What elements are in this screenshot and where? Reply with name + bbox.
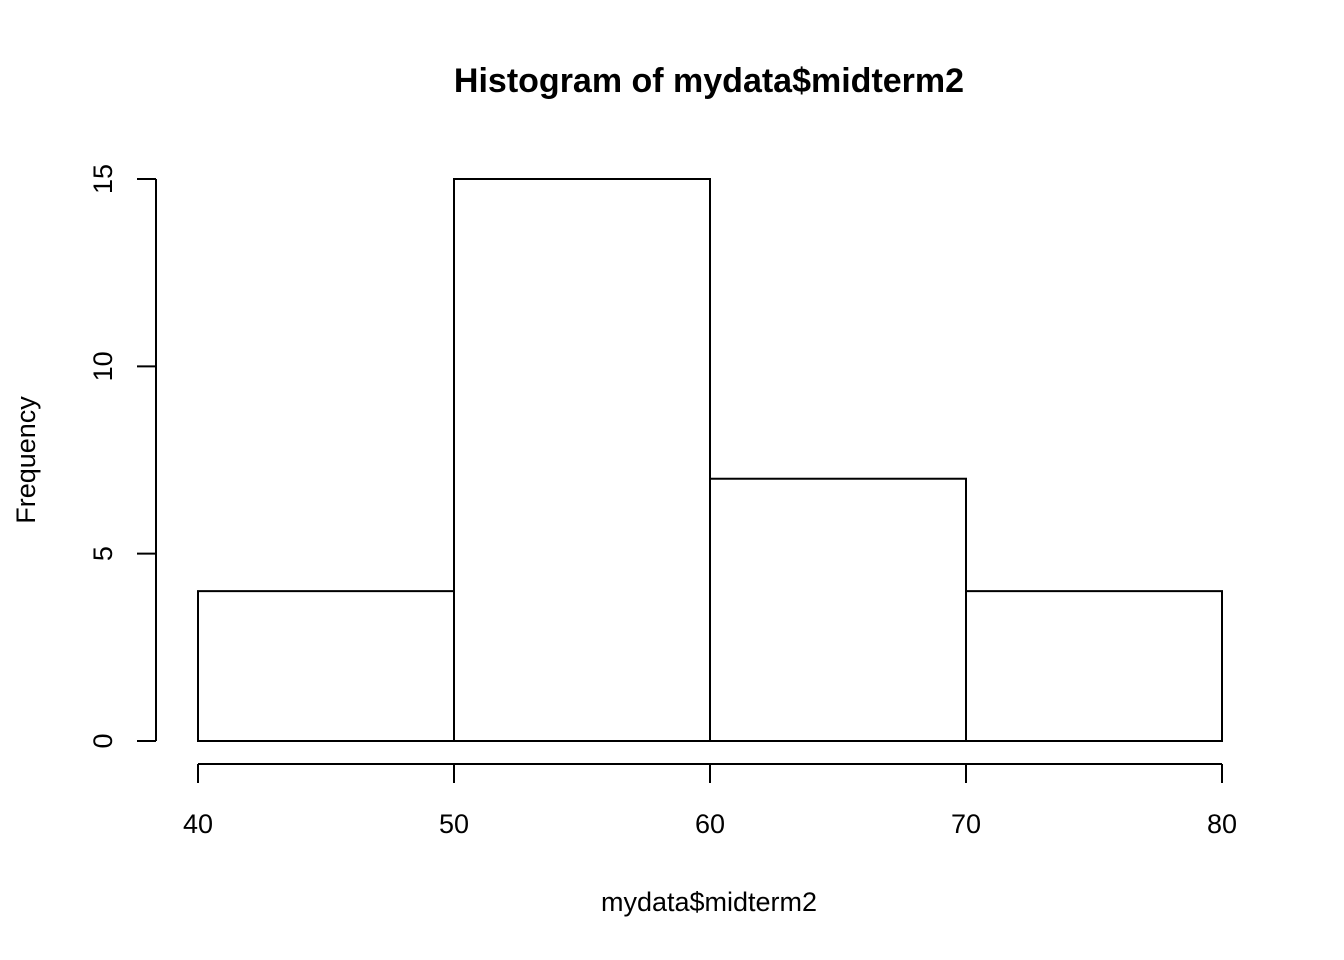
x-tick-label: 40 (183, 809, 213, 839)
y-tick-label: 15 (88, 164, 118, 194)
x-tick-label: 80 (1207, 809, 1237, 839)
x-tick-label: 50 (439, 809, 469, 839)
y-tick-label: 5 (88, 546, 118, 561)
y-tick-label: 0 (88, 733, 118, 748)
x-tick-label: 70 (951, 809, 981, 839)
histogram-bar-2 (453, 178, 711, 742)
y-tick-label: 10 (88, 351, 118, 381)
histogram-bar-3 (709, 477, 967, 742)
y-axis: 0 5 10 15 (88, 164, 157, 749)
chart-title: Histogram of mydata$midterm2 (454, 62, 964, 100)
y-axis-label: Frequency (11, 396, 41, 524)
x-tick-label: 60 (695, 809, 725, 839)
histogram-bar-1 (197, 590, 455, 743)
bars-group (197, 178, 1223, 743)
histogram-bar-4 (965, 590, 1223, 743)
x-axis-label: mydata$midterm2 (601, 887, 817, 917)
x-axis: 40 50 60 70 80 (183, 763, 1237, 839)
